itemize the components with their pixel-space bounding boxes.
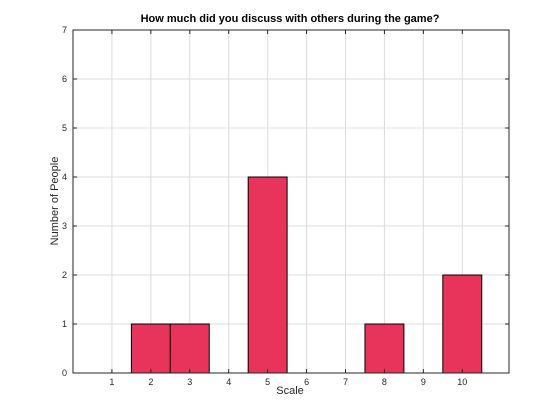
bar-2 [131,324,170,373]
x-axis-label: Scale [276,385,304,397]
x-tick-label: 4 [226,377,231,387]
x-tick-label: 6 [304,377,309,387]
x-tick-label: 5 [265,377,270,387]
bar-8 [365,324,404,373]
y-axis-label: Number of People [49,157,61,246]
x-tick-label: 8 [382,377,387,387]
bar-10 [443,275,482,373]
y-tick-label: 5 [62,123,67,133]
x-tick-label: 1 [109,377,114,387]
bar-3 [170,324,209,373]
y-tick-label: 0 [62,368,67,378]
x-tick-label: 7 [343,377,348,387]
y-tick-label: 4 [62,172,67,182]
x-tick-label: 2 [148,377,153,387]
x-tick-label: 9 [421,377,426,387]
x-tick-label: 3 [187,377,192,387]
y-tick-label: 6 [62,74,67,84]
x-tick-label: 10 [457,377,467,387]
chart-title: How much did you discuss with others dur… [141,13,440,25]
y-tick-label: 1 [62,319,67,329]
y-tick-label: 3 [62,221,67,231]
y-tick-label: 7 [62,25,67,35]
y-tick-label: 2 [62,270,67,280]
bar-5 [248,177,287,373]
